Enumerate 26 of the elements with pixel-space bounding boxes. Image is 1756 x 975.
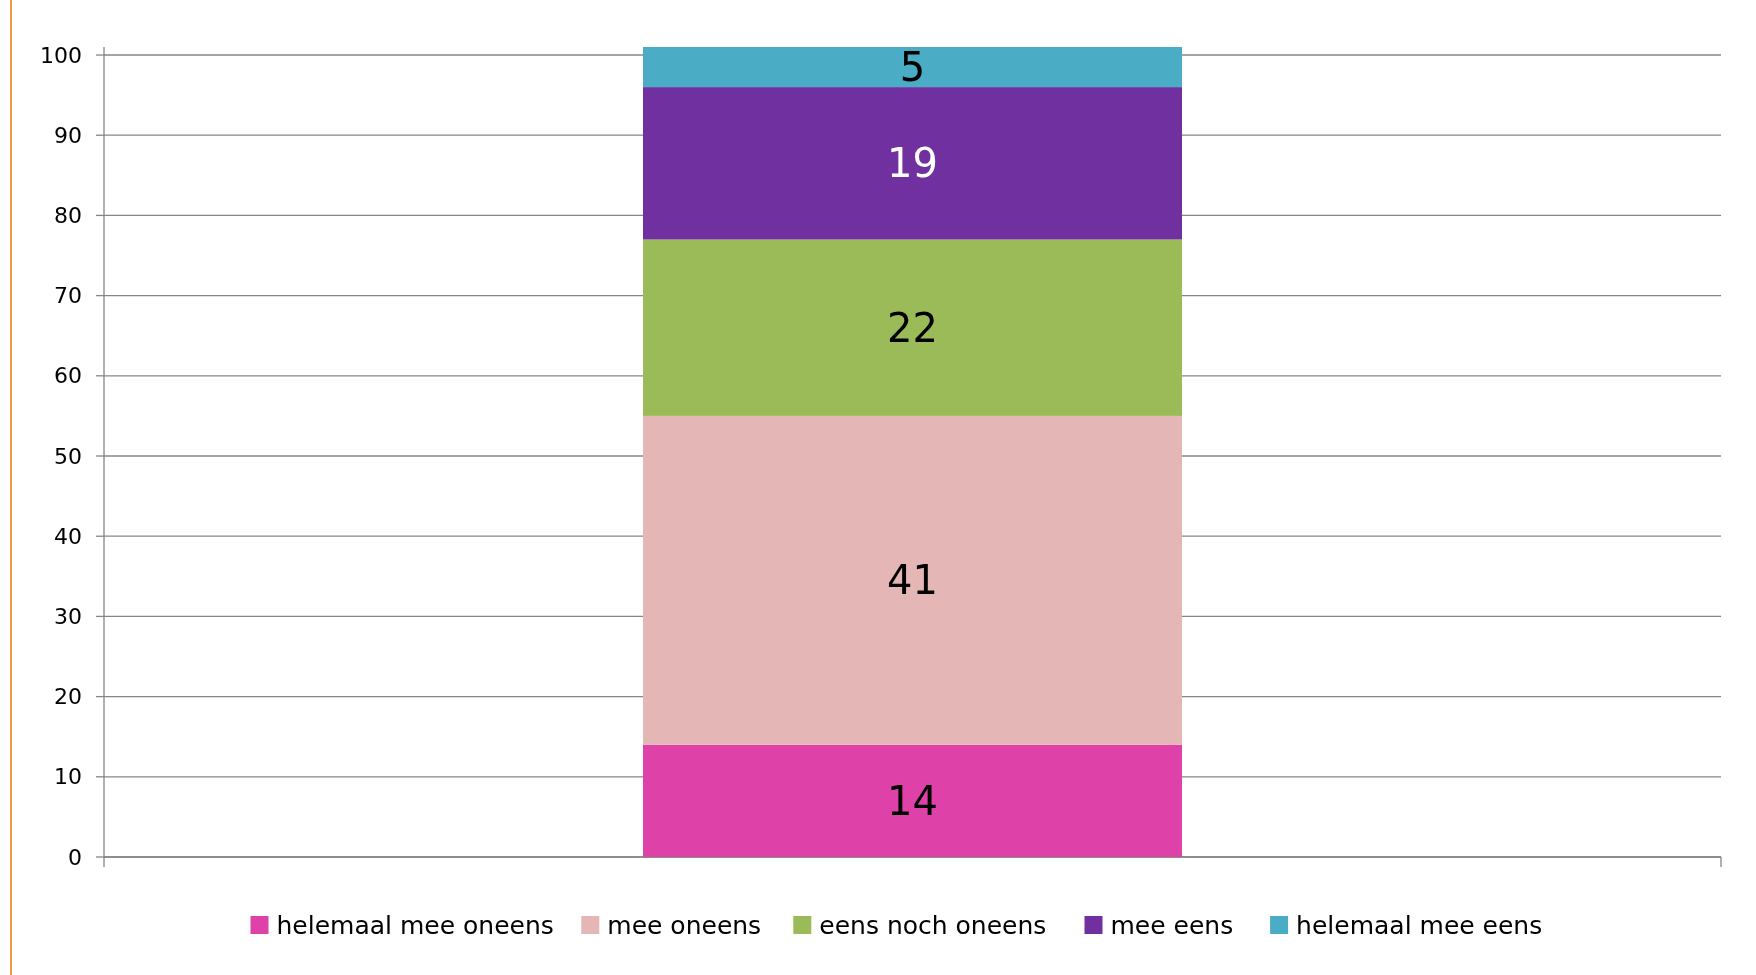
y-tick-label: 50 [54, 443, 82, 469]
y-tick-label: 20 [54, 684, 82, 710]
bar [643, 744, 1182, 857]
bar [643, 87, 1182, 240]
bar [643, 239, 1182, 416]
legend-label: mee eens [1110, 910, 1234, 940]
bar [643, 415, 1182, 745]
y-tick-label: 0 [68, 844, 82, 870]
y-tick-label: 100 [40, 42, 82, 68]
legend-label: mee oneens [607, 910, 762, 940]
y-tick-label: 90 [54, 122, 82, 148]
data-label: 14 [887, 777, 938, 824]
data-label: 22 [887, 304, 938, 351]
data-label: 19 [887, 140, 938, 187]
bar [643, 47, 1182, 88]
data-label: 41 [887, 557, 938, 604]
y-tick-label: 30 [54, 603, 82, 629]
data-label: 5 [899, 44, 926, 91]
legend-label: eens noch oneens [819, 910, 1047, 940]
y-tick-label: 40 [54, 523, 82, 549]
y-tick-label: 10 [54, 764, 82, 790]
legend-label: helemaal mee oneens [276, 910, 554, 940]
y-tick-label: 80 [54, 202, 82, 228]
legend-label: helemaal mee eens [1296, 910, 1543, 940]
y-tick-label: 70 [54, 283, 82, 309]
y-tick-label: 60 [54, 363, 82, 389]
